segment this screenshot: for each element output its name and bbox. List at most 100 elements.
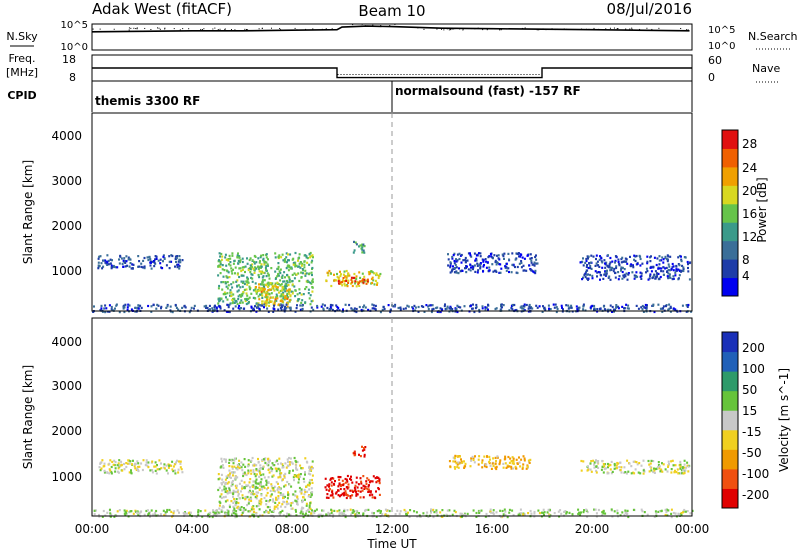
velocity-cell (232, 509, 234, 512)
vel-cbar-tick-15: 15 (742, 404, 757, 418)
power-cell (535, 254, 537, 257)
power-cell (663, 273, 665, 276)
velocity-cell (282, 466, 285, 469)
power-cell (672, 277, 675, 280)
power-cell (177, 263, 180, 266)
power-cell (587, 257, 589, 260)
velocity-cell (337, 494, 340, 497)
velocity-cell (249, 478, 252, 481)
velocity-cell (398, 512, 401, 515)
power-cell (225, 285, 228, 288)
velocity-cell (259, 481, 262, 484)
power-cell (505, 265, 508, 268)
power-cell (667, 272, 670, 275)
velocity-cell (454, 460, 457, 463)
power-cell (644, 303, 647, 307)
velocity-cell (309, 467, 312, 470)
velocity-cell (224, 478, 227, 481)
power-cell (277, 267, 280, 271)
power-cell (282, 293, 285, 296)
velocity-cell (211, 515, 214, 519)
velocity-cell (272, 510, 275, 513)
power-cell (279, 307, 282, 310)
velocity-cell (504, 455, 507, 458)
power-cell (170, 254, 173, 257)
velocity-cell (683, 459, 686, 462)
power-cell (581, 260, 584, 263)
power-cell (647, 278, 650, 281)
velocity-cell (277, 491, 280, 494)
velocity-colorbar-frame (721, 331, 739, 509)
velocity-cell (305, 512, 307, 515)
velocity-cell (376, 510, 379, 513)
velocity-cell (368, 484, 370, 487)
velocity-cell (506, 465, 509, 468)
power-cell (599, 307, 602, 310)
power-cell (304, 269, 307, 272)
velocity-cell (299, 490, 302, 493)
power-cell (614, 259, 617, 262)
velocity-cell (284, 462, 287, 465)
velocity-cell (232, 492, 235, 496)
velocity-cell (247, 510, 250, 513)
velocity-cell (252, 469, 255, 472)
velocity-cell (307, 508, 310, 511)
velocity-cell (324, 477, 327, 480)
power-cell (602, 305, 605, 308)
noise-search-dot (150, 29, 152, 31)
power-cell (261, 304, 264, 307)
velocity-cell (340, 484, 342, 487)
power-cell (218, 300, 221, 303)
power-cell (624, 275, 627, 278)
velocity-cell (114, 461, 117, 464)
power-cell (236, 256, 239, 259)
velocity-cell (533, 510, 536, 514)
velocity-cell (548, 515, 551, 518)
power-cell (208, 304, 211, 307)
power-cell (205, 306, 207, 309)
velocity-cell (481, 459, 484, 462)
power-cell (206, 306, 209, 310)
velocity-cell (309, 482, 311, 486)
power-cell (284, 305, 287, 309)
velocity-cell (309, 495, 312, 498)
velocity-cell (166, 510, 168, 513)
power-cell (435, 306, 438, 310)
power-colorbar-swatch (722, 130, 738, 149)
velocity-cell (343, 488, 346, 491)
power-cell (494, 307, 497, 311)
velocity-cell (349, 508, 352, 511)
power-cell (175, 257, 178, 260)
power-cell (645, 308, 648, 311)
power-cell (252, 296, 255, 299)
velocity-cell (269, 459, 271, 462)
power-cell (242, 274, 245, 277)
power-cell (277, 308, 280, 311)
power-cell (220, 281, 223, 284)
velocity-cell (265, 503, 268, 506)
velocity-cell (108, 472, 111, 475)
power-cell (276, 286, 279, 289)
power-cell (153, 261, 156, 264)
velocity-cell (168, 508, 171, 512)
noise-search-dot (380, 25, 382, 27)
power-cell (650, 255, 652, 258)
velocity-cell (134, 467, 137, 470)
velocity-cell (151, 460, 154, 463)
velocity-cell (132, 512, 135, 515)
velocity-y-tick-2000: 2000 (51, 424, 82, 438)
power-cell (299, 304, 302, 307)
velocity-cell (405, 513, 408, 516)
velocity-cell (328, 485, 330, 488)
x-tick-0800: 08:00 (275, 522, 310, 536)
velocity-cell (321, 509, 324, 512)
velocity-cell (489, 508, 492, 511)
power-cell (660, 259, 663, 262)
velocity-cell (413, 510, 416, 513)
power-cell (423, 310, 426, 313)
power-cell (147, 304, 150, 308)
power-cell (244, 265, 247, 268)
power-cell (511, 308, 514, 311)
power-cell (217, 287, 220, 290)
power-cell (257, 265, 260, 268)
